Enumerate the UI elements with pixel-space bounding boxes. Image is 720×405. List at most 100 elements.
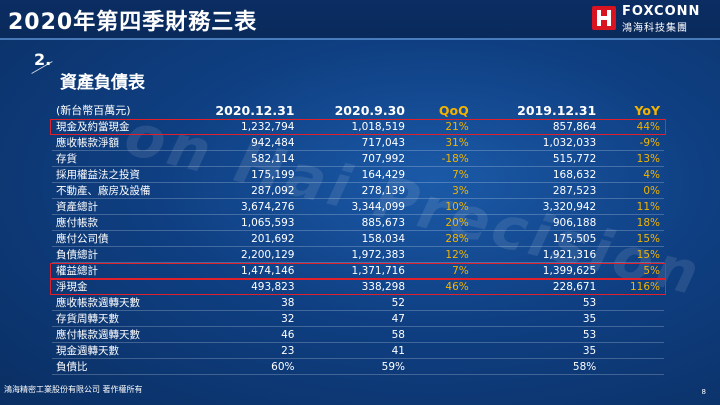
table-header-row: (新台幣百萬元) 2020.12.31 2020.9.30 QoQ 2019.1… xyxy=(52,101,664,119)
table-cell: 1,972,383 xyxy=(298,246,409,263)
table-cell: 942,484 xyxy=(188,134,299,151)
row-label: 負債總計 xyxy=(52,246,188,263)
table-cell: -18% xyxy=(409,150,473,167)
table-cell xyxy=(600,342,664,359)
table-row: 負債總計 2,200,129 1,972,383 12% 1,921,316 15% xyxy=(52,246,664,263)
table-cell: 201,692 xyxy=(188,230,299,247)
table-cell: 515,772 xyxy=(472,150,601,167)
table-row: 應收帳款週轉天數 38 52 53 xyxy=(52,294,664,311)
table-cell: 175,199 xyxy=(188,166,299,183)
row-label: 應收帳款淨額 xyxy=(52,134,188,151)
table-cell: 1,032,033 xyxy=(472,134,601,151)
table-cell: 3,344,099 xyxy=(298,198,409,215)
table-row: 採用權益法之投資 175,199 164,429 7% 168,632 4% xyxy=(52,166,664,183)
highlight-box-equity xyxy=(50,262,666,279)
row-label: 資產總計 xyxy=(52,198,188,215)
table-cell: 18% xyxy=(600,214,664,231)
table-cell: 23 xyxy=(188,342,299,359)
table-cell xyxy=(409,310,473,327)
page-number: 8 xyxy=(701,388,706,396)
table-cell: 158,034 xyxy=(298,230,409,247)
table-cell: 582,114 xyxy=(188,150,299,167)
row-label: 不動產、廠房及設備 xyxy=(52,182,188,199)
table-cell: 1,371,716 xyxy=(298,262,409,279)
footer-copyright: 鴻海精密工業股份有限公司 著作權所有 xyxy=(4,385,143,394)
table-cell: 41 xyxy=(298,342,409,359)
table-cell: 53 xyxy=(472,294,601,311)
table-cell: 3,320,942 xyxy=(472,198,601,215)
row-label: 應收帳款週轉天數 xyxy=(52,294,188,311)
balance-sheet-table: (新台幣百萬元) 2020.12.31 2020.9.30 QoQ 2019.1… xyxy=(52,101,664,375)
table-cell: -9% xyxy=(600,134,664,151)
row-label: 採用權益法之投資 xyxy=(52,166,188,183)
unit-label: (新台幣百萬元) xyxy=(56,104,131,117)
table-cell: 46 xyxy=(188,326,299,343)
page-title: 2020年第四季財務三表 xyxy=(8,10,258,35)
table-cell: 885,673 xyxy=(298,214,409,231)
row-label: 負債比 xyxy=(52,358,188,375)
table-cell: 707,992 xyxy=(298,150,409,167)
table-cell: 0% xyxy=(600,182,664,199)
column-header: QoQ xyxy=(438,102,469,118)
table-cell: 1,065,593 xyxy=(188,214,299,231)
highlight-box-net-cash xyxy=(50,278,666,295)
table-cell: 12% xyxy=(409,246,473,263)
table-cell: 58% xyxy=(472,358,601,375)
table-cell: 906,188 xyxy=(472,214,601,231)
table-cell xyxy=(600,310,664,327)
table-row: 負債比 60% 59% 58% xyxy=(52,358,664,375)
table-cell: 1,399,625 xyxy=(472,262,601,279)
highlight-box-cash xyxy=(50,119,666,135)
table-row: 存貨 582,114 707,992 -18% 515,772 13% xyxy=(52,150,664,167)
column-header: 2020.12.31 xyxy=(215,102,295,118)
table-cell: 3% xyxy=(409,182,473,199)
table-cell: 47 xyxy=(298,310,409,327)
table-cell xyxy=(409,294,473,311)
table-row: 應付帳款週轉天數 46 58 53 xyxy=(52,326,664,343)
table-cell: 53 xyxy=(472,326,601,343)
table-cell: 15% xyxy=(600,230,664,247)
row-label: 存貨周轉天數 xyxy=(52,310,188,327)
table-cell: 20% xyxy=(409,214,473,231)
table-cell: 35 xyxy=(472,310,601,327)
table-cell: 35 xyxy=(472,342,601,359)
table-row: 淨現金 493,823 338,298 46% 228,671 116% xyxy=(52,278,664,295)
table-row: 應付公司債 201,692 158,034 28% 175,505 15% xyxy=(52,230,664,247)
table-cell: 1,921,316 xyxy=(472,246,601,263)
table-cell: 4% xyxy=(600,166,664,183)
table-cell: 278,139 xyxy=(298,182,409,199)
table-cell: 15% xyxy=(600,246,664,263)
table-cell: 175,505 xyxy=(472,230,601,247)
logo-text-zh: 鴻海科技集團 xyxy=(622,23,688,34)
row-label: 現金週轉天數 xyxy=(52,342,188,359)
table-cell: 13% xyxy=(600,150,664,167)
table-cell: 11% xyxy=(600,198,664,215)
table-cell xyxy=(600,326,664,343)
table-cell xyxy=(409,342,473,359)
table-row: 應付帳款 1,065,593 885,673 20% 906,188 18% xyxy=(52,214,664,231)
table-cell: 7% xyxy=(409,166,473,183)
table-cell: 717,043 xyxy=(298,134,409,151)
table-cell: 3,674,276 xyxy=(188,198,299,215)
row-label: 應付帳款 xyxy=(52,214,188,231)
table-cell: 28% xyxy=(409,230,473,247)
table-cell: 38 xyxy=(188,294,299,311)
table-cell: 168,632 xyxy=(472,166,601,183)
table-cell: 116% xyxy=(600,278,664,295)
row-label: 應付帳款週轉天數 xyxy=(52,326,188,343)
table-row: 應收帳款淨額 942,484 717,043 31% 1,032,033 -9% xyxy=(52,134,664,151)
row-label: 存貨 xyxy=(52,150,188,167)
table-row: 存貨周轉天數 32 47 35 xyxy=(52,310,664,327)
column-header: YoY xyxy=(634,102,660,118)
foxconn-logo-icon xyxy=(592,6,616,30)
table-row: 不動產、廠房及設備 287,092 278,139 3% 287,523 0% xyxy=(52,182,664,199)
table-cell: 32 xyxy=(188,310,299,327)
column-header: 2019.12.31 xyxy=(517,102,597,118)
table-cell: 58 xyxy=(298,326,409,343)
table-cell: 31% xyxy=(409,134,473,151)
table-cell: 287,523 xyxy=(472,182,601,199)
foxconn-logo: FOXCONN 鴻海科技集團 xyxy=(592,4,710,34)
table-cell: 52 xyxy=(298,294,409,311)
table-row: 現金週轉天數 23 41 35 xyxy=(52,342,664,359)
